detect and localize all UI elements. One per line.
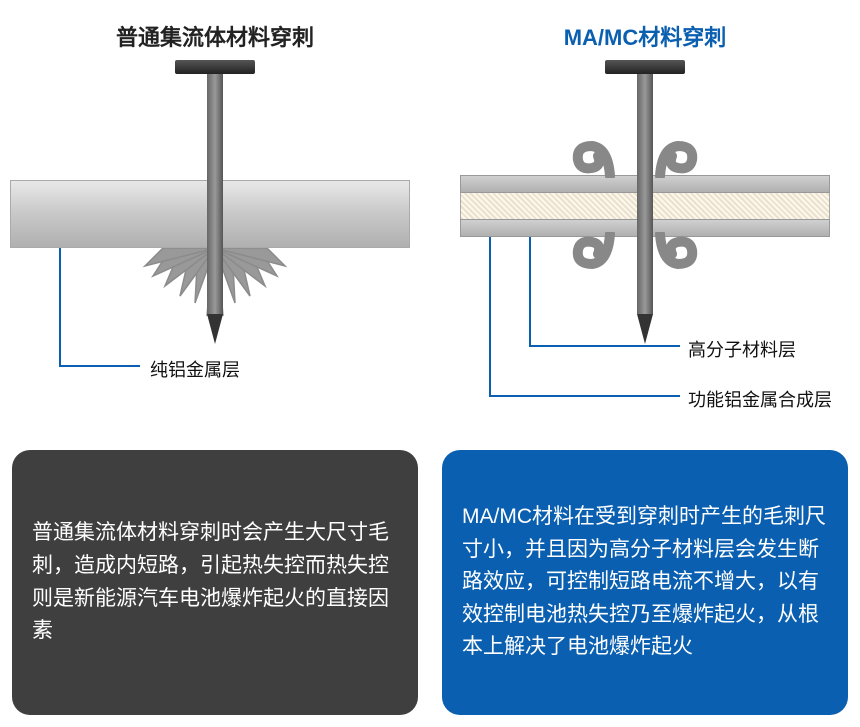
- left-description-box: 普通集流体材料穿刺时会产生大尺寸毛刺，造成内短路，引起热失控而热失控则是新能源汽…: [12, 450, 418, 715]
- nail-shaft-icon: [207, 74, 223, 314]
- right-title: MA/MC材料穿刺: [430, 0, 860, 52]
- right-nail: [605, 60, 685, 344]
- right-panel: MA/MC材料穿刺: [430, 0, 860, 727]
- left-panel: 普通集流体材料穿刺: [0, 0, 430, 727]
- right-description-box: MA/MC材料在受到穿刺时产生的毛刺尺寸小，并且因为高分子材料层会发生断路效应，…: [442, 450, 848, 715]
- nail-head-icon: [605, 60, 685, 74]
- right-description-text: MA/MC材料在受到穿刺时产生的毛刺尺寸小，并且因为高分子材料层会发生断路效应，…: [462, 501, 828, 664]
- left-description-text: 普通集流体材料穿刺时会产生大尺寸毛刺，造成内短路，引起热失控而热失控则是新能源汽…: [32, 517, 398, 647]
- left-diagram: 普通集流体材料穿刺: [0, 0, 430, 450]
- right-diagram: MA/MC材料穿刺: [430, 0, 860, 450]
- left-title: 普通集流体材料穿刺: [0, 0, 430, 52]
- infographic-container: 普通集流体材料穿刺: [0, 0, 860, 727]
- nail-tip-icon: [207, 314, 223, 344]
- nail-tip-icon: [637, 314, 653, 344]
- nail-head-icon: [175, 60, 255, 74]
- nail-shaft-icon: [637, 74, 653, 314]
- left-nail: [175, 60, 255, 344]
